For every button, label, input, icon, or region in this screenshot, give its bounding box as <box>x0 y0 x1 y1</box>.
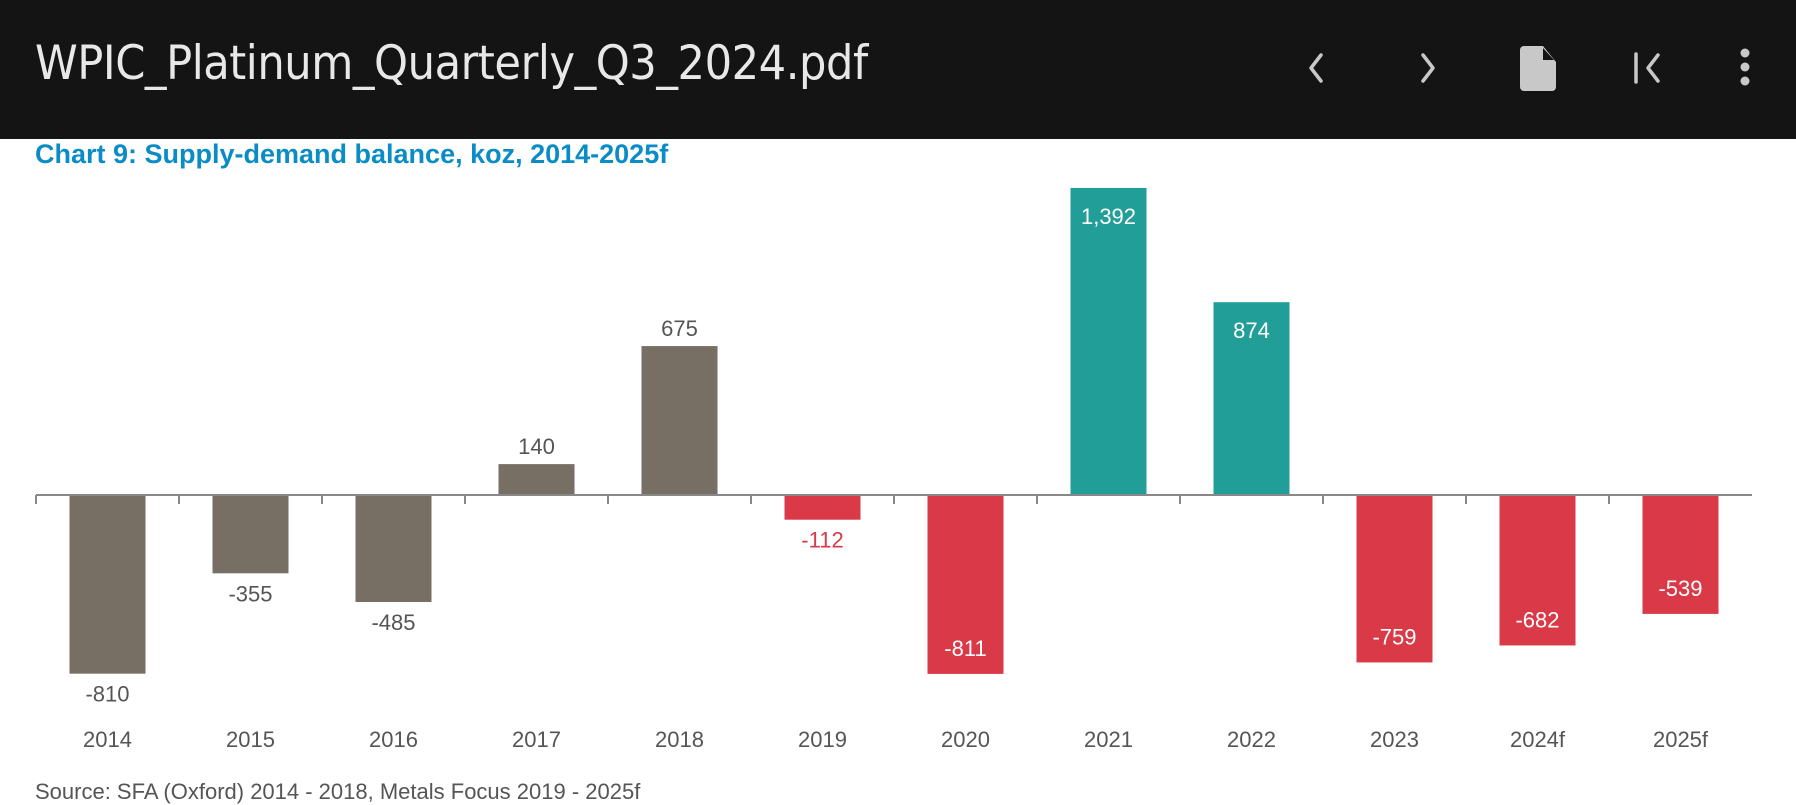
bar-2025f <box>1642 495 1719 614</box>
x-tick-label-2020: 2020 <box>941 727 990 752</box>
bar-chart: -810 2014 -355 2015 -485 2016 140 2017 675 2018 -1… <box>35 187 1752 752</box>
bar-2022 <box>1213 302 1290 495</box>
x-tick-label-2022: 2022 <box>1227 727 1276 752</box>
chevron-left-icon <box>1302 51 1332 85</box>
document-button[interactable] <box>1510 40 1566 96</box>
bar-2017 <box>498 464 575 495</box>
x-tick-label-2014: 2014 <box>83 727 132 752</box>
more-options-button[interactable] <box>1717 40 1773 96</box>
x-tick-label-2021: 2021 <box>1084 727 1133 752</box>
bar-2014 <box>69 495 146 674</box>
x-tick-label-2023: 2023 <box>1370 727 1419 752</box>
data-label-2024f: -682 <box>1515 607 1559 632</box>
data-label-2015: -355 <box>228 581 272 606</box>
data-label-2017: 140 <box>518 434 555 459</box>
pdf-page: Chart 9: Supply-demand balance, koz, 201… <box>0 139 1796 804</box>
x-tick-label-2016: 2016 <box>369 727 418 752</box>
bar-2019 <box>784 495 861 520</box>
next-button[interactable] <box>1399 40 1455 96</box>
previous-button[interactable] <box>1289 40 1345 96</box>
first-page-icon <box>1630 51 1666 85</box>
data-label-2020: -811 <box>944 636 986 661</box>
x-tick-label-2015: 2015 <box>226 727 275 752</box>
toolbar: WPIC_Platinum_Quarterly_Q3_2024.pdf <box>0 0 1796 139</box>
bar-2023 <box>1356 495 1433 663</box>
data-label-2023: -759 <box>1372 624 1416 649</box>
data-label-2021: 1,392 <box>1081 204 1136 229</box>
file-icon <box>1518 44 1558 92</box>
document-title: WPIC_Platinum_Quarterly_Q3_2024.pdf <box>35 36 868 91</box>
bar-2016 <box>355 495 432 602</box>
first-page-button[interactable] <box>1620 40 1676 96</box>
chart-title: Chart 9: Supply-demand balance, koz, 201… <box>35 139 669 169</box>
bar-2015 <box>212 495 289 574</box>
chevron-right-icon <box>1412 51 1442 85</box>
x-tick-label-2025f: 2025f <box>1653 727 1709 752</box>
more-vertical-icon <box>1738 48 1752 88</box>
data-label-2018: 675 <box>661 316 698 341</box>
data-label-2022: 874 <box>1233 318 1270 343</box>
data-label-2019: -112 <box>801 528 843 553</box>
data-label-2014: -810 <box>85 682 129 707</box>
x-tick-label-2019: 2019 <box>798 727 847 752</box>
bar-2020 <box>927 495 1004 674</box>
bar-2018 <box>641 346 718 495</box>
x-tick-label-2018: 2018 <box>655 727 704 752</box>
data-label-2025f: -539 <box>1658 576 1702 601</box>
bar-2024f <box>1499 495 1576 646</box>
chart-source: Source: SFA (Oxford) 2014 - 2018, Metals… <box>35 779 641 804</box>
bar-2021 <box>1070 187 1147 495</box>
x-tick-label-2017: 2017 <box>512 727 561 752</box>
data-label-2016: -485 <box>371 610 415 635</box>
x-tick-label-2024f: 2024f <box>1510 727 1566 752</box>
